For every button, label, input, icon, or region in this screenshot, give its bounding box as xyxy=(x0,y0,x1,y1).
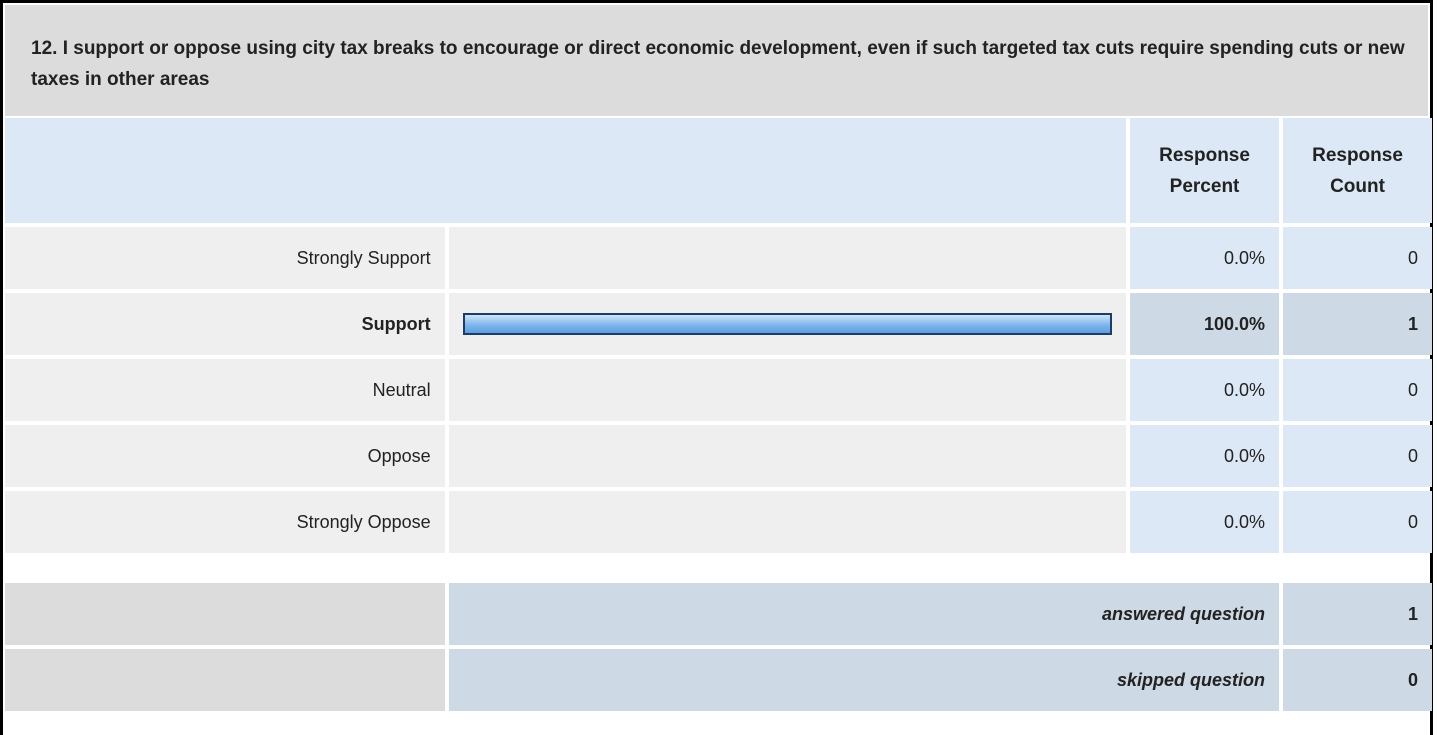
response-count: 0 xyxy=(1283,425,1432,487)
answer-label: Strongly Support xyxy=(5,227,445,289)
answer-label: Strongly Oppose xyxy=(5,491,445,553)
answer-row: Oppose 0.0% 0 xyxy=(5,425,1432,487)
summary-blank xyxy=(5,583,445,645)
answer-label: Support xyxy=(5,293,445,355)
header-cell: Response Count xyxy=(1283,118,1432,223)
answer-label: Neutral xyxy=(5,359,445,421)
results-table: Response Percent Response Count Strongly… xyxy=(1,114,1436,715)
answer-row: Neutral 0.0% 0 xyxy=(5,359,1432,421)
spacer-cell xyxy=(5,557,1432,579)
response-count: 0 xyxy=(1283,491,1432,553)
bar-cell xyxy=(448,227,1127,289)
header-row: Response Percent Response Count xyxy=(5,118,1432,223)
header-cell: Response Percent xyxy=(1130,118,1280,223)
response-percent: 0.0% xyxy=(1130,425,1280,487)
response-count: 0 xyxy=(1283,227,1432,289)
bar-cell xyxy=(448,359,1127,421)
summary-blank xyxy=(5,649,445,711)
bar-cell xyxy=(448,293,1127,355)
bar-cell xyxy=(448,425,1127,487)
response-count: 0 xyxy=(1283,359,1432,421)
bar-cell xyxy=(448,491,1127,553)
header-blank xyxy=(5,118,1127,223)
question-title: 12. I support or oppose using city tax b… xyxy=(5,5,1428,116)
answer-row: Strongly Oppose 0.0% 0 xyxy=(5,491,1432,553)
answer-label: Oppose xyxy=(5,425,445,487)
response-percent: 0.0% xyxy=(1130,227,1280,289)
response-count: 1 xyxy=(1283,293,1432,355)
response-percent: 100.0% xyxy=(1130,293,1280,355)
summary-row: answered question 1 xyxy=(5,583,1432,645)
response-percent: 0.0% xyxy=(1130,359,1280,421)
summary-label: skipped question xyxy=(448,649,1280,711)
response-bar xyxy=(462,313,1113,335)
summary-count: 0 xyxy=(1283,649,1432,711)
summary-row: skipped question 0 xyxy=(5,649,1432,711)
summary-count: 1 xyxy=(1283,583,1432,645)
answer-row: Strongly Support 0.0% 0 xyxy=(5,227,1432,289)
summary-label: answered question xyxy=(448,583,1280,645)
response-percent: 0.0% xyxy=(1130,491,1280,553)
spacer xyxy=(5,557,1432,579)
answer-row: Support 100.0% 1 xyxy=(5,293,1432,355)
